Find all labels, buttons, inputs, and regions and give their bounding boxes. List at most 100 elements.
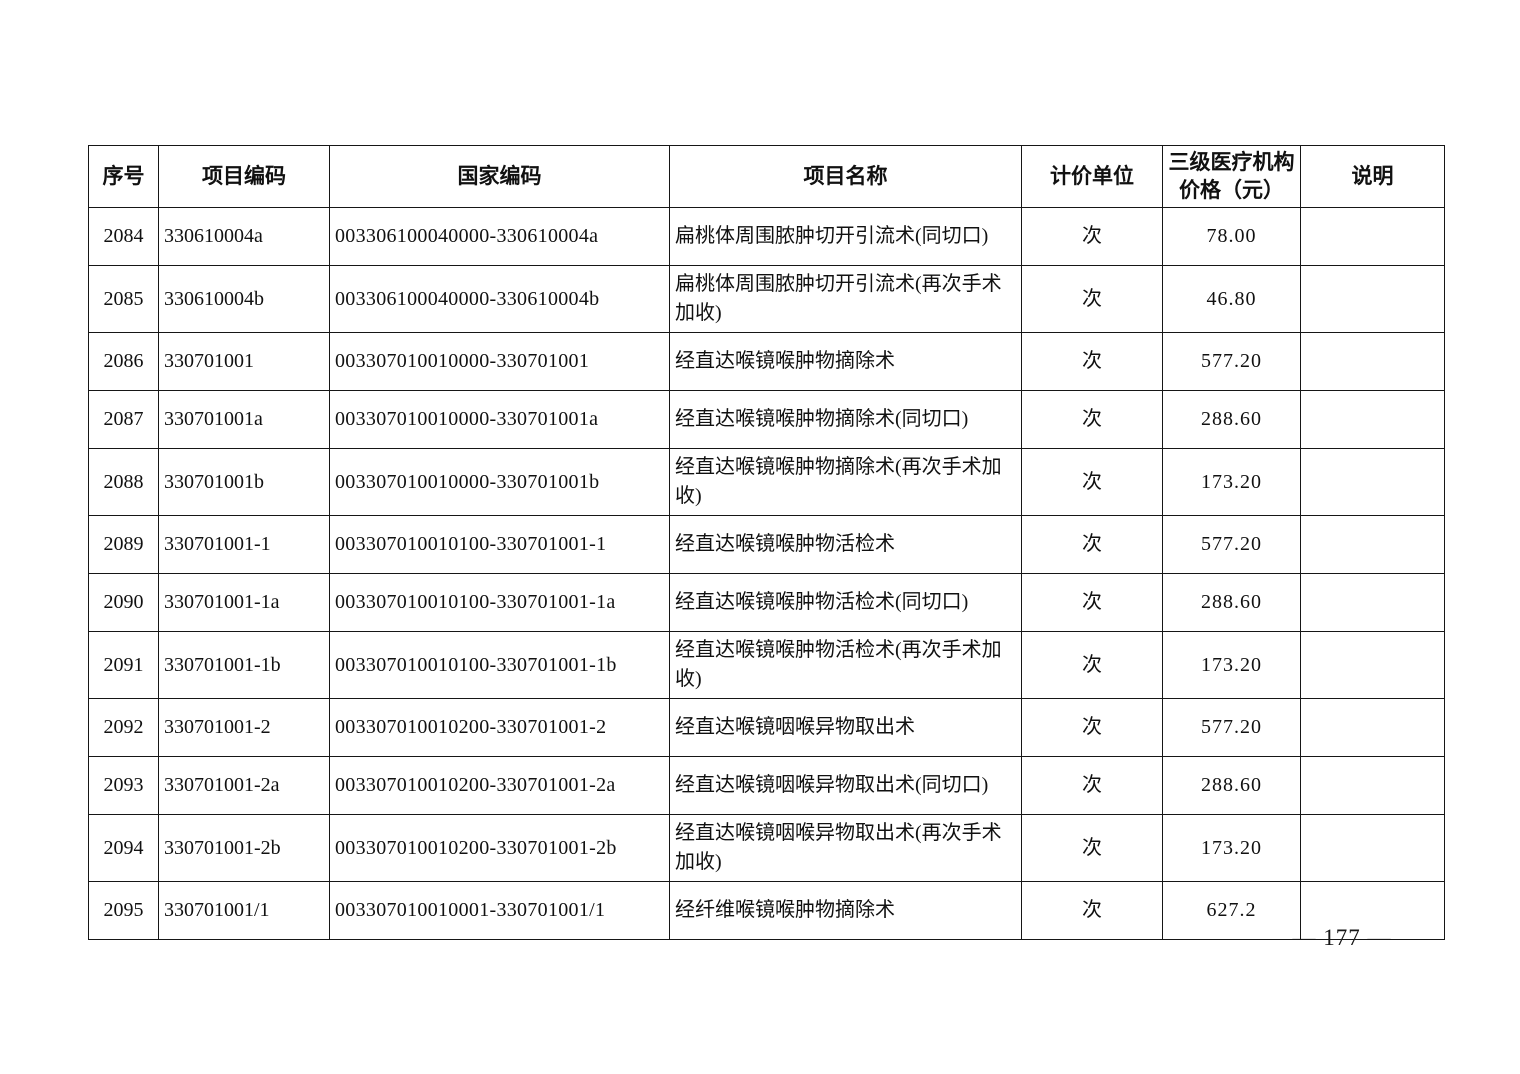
table-row: 2085 330610004b 003306100040000-33061000… — [88, 265, 1445, 333]
table-row: 2084 330610004a 003306100040000-33061000… — [88, 207, 1445, 266]
cell-seq: 2095 — [88, 881, 159, 940]
cell-national: 003306100040000-330610004a — [329, 207, 670, 266]
cell-price: 173.20 — [1162, 448, 1301, 516]
cell-code: 330701001-1 — [158, 515, 330, 574]
cell-national: 003307010010200-330701001-2 — [329, 698, 670, 757]
cell-code: 330701001 — [158, 332, 330, 391]
cell-price: 288.60 — [1162, 390, 1301, 449]
header-unit: 计价单位 — [1021, 145, 1163, 208]
cell-unit: 次 — [1021, 814, 1163, 882]
cell-name: 扁桃体周围脓肿切开引流术(再次手术加收) — [669, 265, 1022, 333]
cell-price: 577.20 — [1162, 698, 1301, 757]
cell-code: 330701001-2 — [158, 698, 330, 757]
cell-name: 经直达喉镜喉肿物摘除术(同切口) — [669, 390, 1022, 449]
cell-unit: 次 — [1021, 756, 1163, 815]
cell-price: 577.20 — [1162, 332, 1301, 391]
table-row: 2088 330701001b 003307010010000-33070100… — [88, 448, 1445, 516]
cell-seq: 2088 — [88, 448, 159, 516]
cell-national: 003307010010200-330701001-2b — [329, 814, 670, 882]
cell-note — [1300, 332, 1445, 391]
cell-code: 330610004b — [158, 265, 330, 333]
cell-price: 627.2 — [1162, 881, 1301, 940]
cell-national: 003307010010000-330701001b — [329, 448, 670, 516]
cell-unit: 次 — [1021, 390, 1163, 449]
cell-seq: 2085 — [88, 265, 159, 333]
cell-unit: 次 — [1021, 332, 1163, 391]
cell-unit: 次 — [1021, 698, 1163, 757]
cell-note — [1300, 814, 1445, 882]
header-price: 三级医疗机构价格（元） — [1162, 145, 1301, 208]
cell-price: 288.60 — [1162, 573, 1301, 632]
cell-seq: 2087 — [88, 390, 159, 449]
cell-name: 经直达喉镜喉肿物活检术 — [669, 515, 1022, 574]
cell-name: 经直达喉镜咽喉异物取出术(同切口) — [669, 756, 1022, 815]
cell-code: 330701001-2a — [158, 756, 330, 815]
cell-note — [1300, 390, 1445, 449]
cell-note — [1300, 207, 1445, 266]
cell-seq: 2092 — [88, 698, 159, 757]
cell-unit: 次 — [1021, 448, 1163, 516]
cell-unit: 次 — [1021, 265, 1163, 333]
cell-national: 003307010010100-330701001-1a — [329, 573, 670, 632]
header-code: 项目编码 — [158, 145, 330, 208]
cell-code: 330701001-1a — [158, 573, 330, 632]
cell-unit: 次 — [1021, 881, 1163, 940]
cell-unit: 次 — [1021, 207, 1163, 266]
cell-note — [1300, 448, 1445, 516]
cell-seq: 2090 — [88, 573, 159, 632]
cell-code: 330701001b — [158, 448, 330, 516]
header-note: 说明 — [1300, 145, 1445, 208]
cell-unit: 次 — [1021, 631, 1163, 699]
cell-name: 经纤维喉镜喉肿物摘除术 — [669, 881, 1022, 940]
table-row: 2087 330701001a 003307010010000-33070100… — [88, 390, 1445, 449]
table-row: 2092 330701001-2 003307010010200-3307010… — [88, 698, 1445, 757]
cell-note — [1300, 573, 1445, 632]
cell-national: 003307010010001-330701001/1 — [329, 881, 670, 940]
table-row: 2086 330701001 003307010010000-330701001… — [88, 332, 1445, 391]
cell-national: 003307010010000-330701001a — [329, 390, 670, 449]
cell-price: 288.60 — [1162, 756, 1301, 815]
cell-national: 003307010010100-330701001-1b — [329, 631, 670, 699]
cell-code: 330701001a — [158, 390, 330, 449]
cell-note — [1300, 631, 1445, 699]
table-row: 2095 330701001/1 003307010010001-3307010… — [88, 881, 1445, 940]
cell-price: 46.80 — [1162, 265, 1301, 333]
cell-note — [1300, 515, 1445, 574]
cell-name: 经直达喉镜喉肿物活检术(再次手术加收) — [669, 631, 1022, 699]
cell-price: 173.20 — [1162, 631, 1301, 699]
cell-name: 扁桃体周围脓肿切开引流术(同切口) — [669, 207, 1022, 266]
cell-code: 330701001-2b — [158, 814, 330, 882]
cell-name: 经直达喉镜咽喉异物取出术 — [669, 698, 1022, 757]
cell-note — [1300, 881, 1445, 940]
cell-name: 经直达喉镜咽喉异物取出术(再次手术加收) — [669, 814, 1022, 882]
header-seq: 序号 — [88, 145, 159, 208]
cell-code: 330701001-1b — [158, 631, 330, 699]
table-row: 2093 330701001-2a 003307010010200-330701… — [88, 756, 1445, 815]
cell-national: 003307010010100-330701001-1 — [329, 515, 670, 574]
cell-name: 经直达喉镜喉肿物摘除术(再次手术加收) — [669, 448, 1022, 516]
cell-national: 003307010010200-330701001-2a — [329, 756, 670, 815]
header-row: 序号 项目编码 国家编码 项目名称 计价单位 三级医疗机构价格（元） 说明 — [88, 145, 1445, 208]
cell-price: 173.20 — [1162, 814, 1301, 882]
cell-note — [1300, 698, 1445, 757]
cell-price: 78.00 — [1162, 207, 1301, 266]
cell-note — [1300, 756, 1445, 815]
page-number: — 177 — — [1292, 925, 1392, 950]
cell-unit: 次 — [1021, 573, 1163, 632]
cell-national: 003307010010000-330701001 — [329, 332, 670, 391]
cell-unit: 次 — [1021, 515, 1163, 574]
cell-name: 经直达喉镜喉肿物活检术(同切口) — [669, 573, 1022, 632]
cell-code: 330610004a — [158, 207, 330, 266]
cell-name: 经直达喉镜喉肿物摘除术 — [669, 332, 1022, 391]
table-row: 2090 330701001-1a 003307010010100-330701… — [88, 573, 1445, 632]
cell-code: 330701001/1 — [158, 881, 330, 940]
cell-seq: 2091 — [88, 631, 159, 699]
header-national: 国家编码 — [329, 145, 670, 208]
table-row: 2094 330701001-2b 003307010010200-330701… — [88, 814, 1445, 882]
cell-price: 577.20 — [1162, 515, 1301, 574]
cell-seq: 2086 — [88, 332, 159, 391]
cell-national: 003306100040000-330610004b — [329, 265, 670, 333]
cell-seq: 2084 — [88, 207, 159, 266]
header-name: 项目名称 — [669, 145, 1022, 208]
